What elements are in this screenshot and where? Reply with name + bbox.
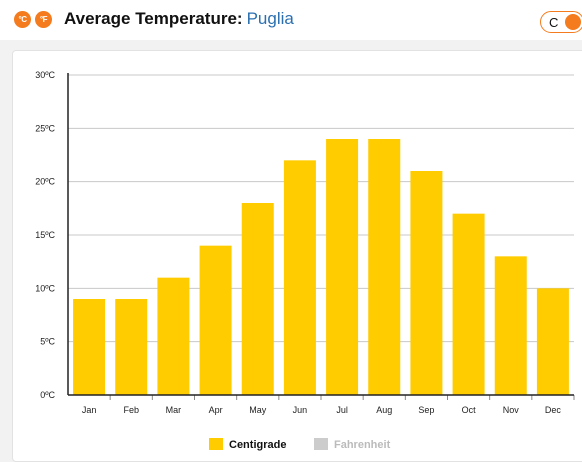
- legend-swatch-centigrade[interactable]: [209, 438, 223, 450]
- x-tick-label: Jan: [82, 405, 97, 415]
- y-tick-label: 25ºC: [35, 123, 55, 133]
- temperature-chart: 0ºC 5ºC 10ºC 15ºC 20ºC 25ºC 30ºC Jan Feb Mar Apr Ma…: [35, 70, 575, 451]
- y-tick-label: 15ºC: [35, 230, 55, 240]
- legend-label-centigrade[interactable]: Centigrade: [229, 439, 286, 451]
- x-tick-label: May: [249, 405, 267, 415]
- bar-may: [241, 203, 274, 395]
- x-tick-label: Dec: [545, 405, 562, 415]
- fahrenheit-icon[interactable]: °F: [35, 11, 52, 28]
- x-tick-label: Oct: [462, 405, 477, 415]
- title-label: Average Temperature:: [64, 9, 243, 28]
- bar-oct: [452, 213, 485, 395]
- legend-label-fahrenheit[interactable]: Fahrenheit: [334, 439, 391, 451]
- x-tick-label: Aug: [376, 405, 392, 415]
- title-place-link[interactable]: Puglia: [246, 9, 294, 28]
- x-tick-label: Apr: [209, 405, 223, 415]
- celsius-icon[interactable]: °C: [14, 11, 31, 28]
- bar-dec: [536, 288, 569, 395]
- y-tick-label: 0ºC: [40, 390, 55, 400]
- page-title: Average Temperature: Puglia: [64, 9, 294, 29]
- y-tick-label: 30ºC: [35, 70, 55, 80]
- bar-aug: [368, 139, 401, 395]
- header-bar: °C °F Average Temperature: Puglia C: [0, 0, 582, 40]
- bar-sep: [410, 171, 443, 395]
- bar-mar: [157, 277, 190, 395]
- x-tick-label: Jun: [293, 405, 308, 415]
- bar-jan: [73, 299, 106, 395]
- toggle-label: C: [549, 15, 559, 30]
- x-tick-label: Mar: [166, 405, 182, 415]
- bar-jul: [326, 139, 359, 395]
- bar-feb: [115, 299, 148, 395]
- chart-panel: 0ºC 5ºC 10ºC 15ºC 20ºC 25ºC 30ºC Jan Feb Mar Apr Ma…: [12, 50, 582, 462]
- x-tick-label: Sep: [418, 405, 434, 415]
- bar-jun: [283, 160, 316, 395]
- bar-apr: [199, 245, 232, 395]
- y-tick-label: 20ºC: [35, 177, 55, 187]
- y-tick-label: 10ºC: [35, 283, 55, 293]
- x-tick-label: Jul: [336, 405, 348, 415]
- x-tick-label: Feb: [123, 405, 139, 415]
- toggle-knob[interactable]: [565, 14, 581, 30]
- bar-nov: [494, 256, 527, 395]
- y-tick-label: 5ºC: [40, 337, 55, 347]
- legend-swatch-fahrenheit[interactable]: [314, 438, 328, 450]
- x-tick-label: Nov: [503, 405, 520, 415]
- unit-toggle[interactable]: C: [540, 11, 582, 33]
